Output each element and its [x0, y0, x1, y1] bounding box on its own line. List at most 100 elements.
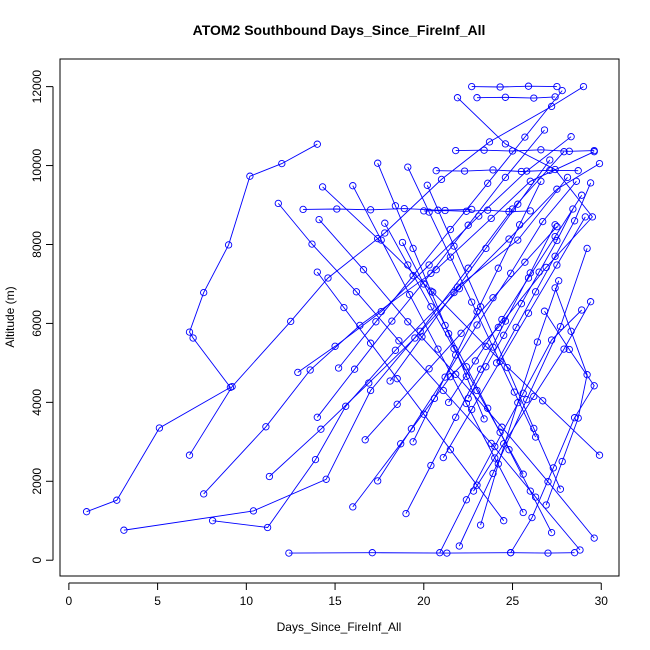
data-point — [434, 345, 442, 353]
data-point — [468, 82, 476, 91]
data-point — [285, 549, 293, 557]
series-line — [316, 129, 545, 418]
series-trace — [492, 179, 595, 367]
series-trace — [315, 215, 598, 542]
data-point — [381, 219, 389, 227]
data-point — [539, 397, 547, 405]
data-point — [444, 330, 453, 338]
data-point — [476, 303, 485, 311]
series-trace — [432, 166, 582, 176]
y-tick-label: 10000 — [30, 149, 44, 183]
series-line — [496, 182, 592, 364]
data-point — [476, 521, 485, 529]
data-point — [542, 501, 550, 509]
data-point — [514, 200, 522, 208]
data-point — [503, 363, 511, 372]
data-point — [528, 513, 536, 522]
data-point — [397, 440, 405, 448]
data-point — [531, 433, 540, 441]
data-point — [425, 365, 433, 373]
data-point — [595, 159, 604, 168]
data-point — [287, 317, 295, 326]
series-trace — [469, 298, 595, 495]
x-tick-label: 5 — [154, 594, 161, 608]
data-point — [334, 364, 343, 372]
data-point — [361, 436, 369, 444]
data-point — [595, 451, 604, 459]
series-trace — [265, 159, 604, 481]
data-point — [496, 357, 504, 365]
data-point — [526, 269, 534, 277]
data-point — [441, 373, 449, 381]
data-point — [530, 392, 538, 401]
data-point — [263, 523, 272, 532]
data-point — [372, 318, 380, 326]
series-line — [458, 248, 588, 547]
data-point — [294, 368, 302, 377]
data-point — [508, 147, 517, 155]
data-point — [500, 331, 508, 339]
series-line — [352, 97, 593, 508]
data-point — [331, 342, 339, 350]
data-point — [311, 455, 320, 464]
data-point — [501, 93, 510, 101]
x-tick-label: 10 — [240, 594, 254, 608]
data-point — [350, 365, 359, 373]
data-point — [420, 207, 428, 215]
x-tick-label: 30 — [595, 594, 609, 608]
data-point — [579, 82, 588, 91]
plot-border — [59, 58, 620, 577]
data-point — [544, 478, 552, 486]
data-point — [517, 167, 526, 176]
data-point — [498, 315, 506, 324]
data-point — [581, 213, 589, 221]
data-point — [200, 490, 208, 498]
data-point — [393, 375, 401, 383]
data-point — [524, 274, 533, 282]
data-point — [359, 266, 368, 274]
data-point — [462, 496, 471, 504]
y-tick-label: 6000 — [30, 310, 44, 337]
series-line — [480, 280, 560, 526]
data-point — [588, 213, 597, 221]
data-point — [556, 322, 565, 331]
series-trace — [423, 181, 565, 493]
data-point — [471, 357, 479, 365]
data-point — [366, 386, 375, 395]
data-point — [113, 496, 121, 504]
data-point — [491, 454, 499, 462]
data-point — [409, 244, 417, 253]
series-trace — [444, 191, 586, 407]
series-line — [510, 310, 595, 553]
data-point — [551, 232, 559, 241]
data-point — [489, 166, 497, 174]
data-point — [524, 309, 533, 317]
data-point — [491, 442, 499, 451]
x-axis: 0 5 10 15 20 25 30 — [66, 582, 609, 608]
data-point — [530, 424, 538, 433]
series-trace — [374, 177, 581, 485]
series-line — [316, 271, 505, 521]
data-point — [590, 534, 598, 542]
data-point — [352, 288, 361, 296]
data-point — [521, 258, 529, 266]
series-line — [402, 242, 553, 533]
series-line — [389, 159, 551, 382]
series-line — [471, 85, 557, 88]
data-point — [386, 377, 394, 385]
data-point — [473, 321, 481, 329]
data-point — [453, 94, 462, 102]
data-point — [342, 402, 350, 410]
data-point — [409, 272, 417, 280]
data-point — [434, 206, 442, 214]
x-tick-label: 20 — [417, 594, 431, 608]
data-point — [366, 206, 375, 214]
data-point — [473, 94, 481, 102]
data-point — [560, 345, 568, 353]
series-trace — [374, 159, 488, 423]
data-point — [400, 204, 408, 213]
data-point — [489, 294, 497, 302]
data-point — [572, 177, 581, 185]
data-point — [480, 146, 488, 154]
data-point — [452, 146, 460, 155]
